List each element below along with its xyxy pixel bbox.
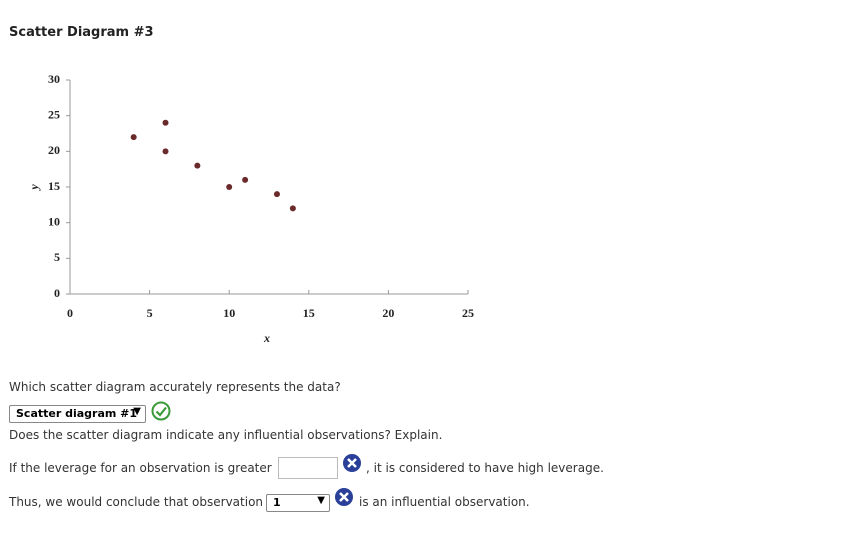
x-tick-label: 5 [147, 306, 153, 320]
y-tick-label: 0 [54, 286, 60, 300]
x-tick-label: 0 [67, 306, 73, 320]
question-text: is an influential observation. [359, 495, 530, 509]
select-arrow: ▼ [317, 495, 325, 506]
y-tick-label: 15 [48, 179, 60, 193]
y-tick-label: 20 [48, 143, 60, 157]
x-tick-label: 20 [382, 306, 394, 320]
y-tick-label: 10 [48, 214, 60, 228]
answer-select[interactable]: 1 ▼ [266, 494, 330, 512]
question-text: If the leverage for an observation is gr… [9, 461, 272, 475]
y-axis-label: y [27, 184, 41, 192]
question-text: Thus, we would conclude that observation [9, 495, 264, 509]
page-title: Scatter Diagram #3 [9, 25, 154, 40]
question-text: , it is considered to have high leverage… [366, 461, 604, 475]
point [194, 162, 201, 169]
point [162, 119, 169, 126]
select-value: 1 [273, 496, 281, 509]
y-tick-label: 25 [48, 107, 60, 121]
x-axis-label: x [263, 331, 270, 345]
x-tick-label: 25 [462, 306, 474, 320]
point [162, 148, 169, 155]
question-text: Which scatter diagram accurately represe… [9, 380, 341, 394]
incorrect-icon [343, 454, 361, 472]
point [273, 191, 280, 198]
y-tick-label: 30 [48, 72, 60, 86]
incorrect-icon [335, 488, 353, 506]
point [242, 176, 249, 183]
question-text: Does the scatter diagram indicate any in… [9, 428, 443, 442]
answer-input[interactable] [278, 457, 338, 479]
point [289, 205, 296, 212]
select-arrow: ▼ [133, 406, 141, 417]
point [130, 134, 137, 141]
chart: x y 0 5 10 15 20 25 30 0 5 10 15 20 25 [27, 72, 474, 345]
correct-icon [151, 401, 171, 421]
point [226, 184, 233, 190]
select-value: Scatter diagram #1 [16, 407, 138, 420]
x-tick-label: 15 [303, 306, 315, 320]
x-tick-label: 10 [223, 306, 235, 320]
y-tick-label: 5 [54, 250, 60, 264]
answer-select[interactable]: Scatter diagram #1 ▼ [9, 405, 146, 423]
